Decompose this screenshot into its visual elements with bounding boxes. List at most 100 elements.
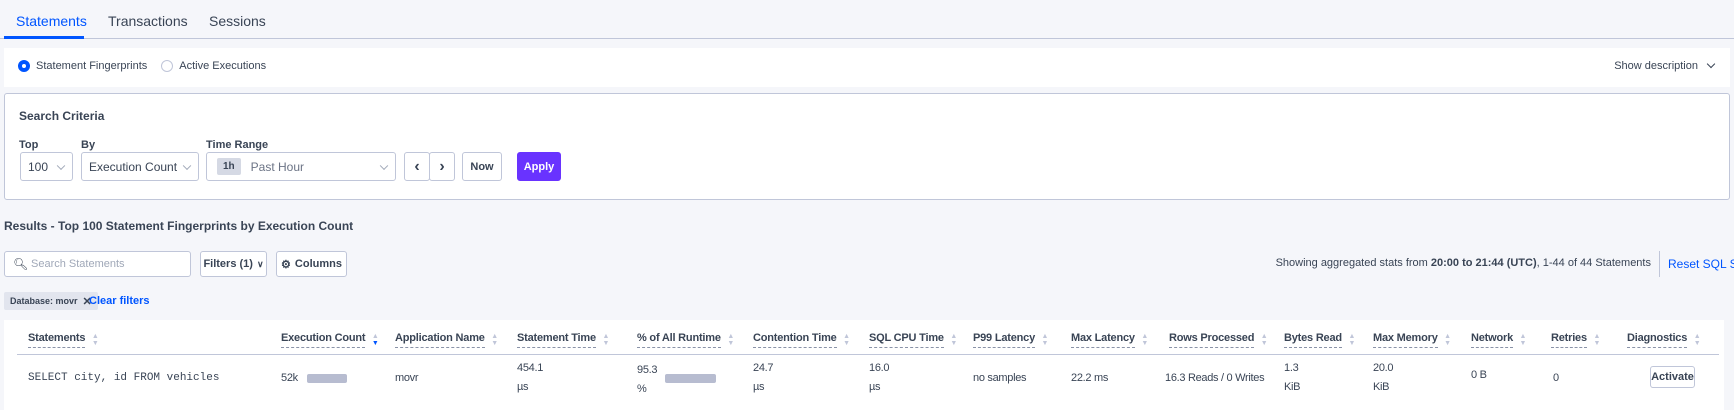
sort-icon[interactable]: ▲ ▼ (727, 333, 735, 347)
chevron-down-icon (1706, 59, 1716, 69)
sort-icon[interactable]: ▲ ▼ (1260, 333, 1268, 347)
previous-range-button[interactable]: ‹ (404, 152, 430, 181)
column-header[interactable]: Max Latency (1071, 332, 1135, 348)
chevron-down-icon: ∨ (256, 258, 264, 269)
results-title: Results - Top 100 Statement Fingerprints… (4, 219, 354, 233)
tab-statements[interactable]: Statements (16, 13, 87, 29)
sort-icon[interactable]: ▲ ▼ (1141, 333, 1149, 347)
rows-processed-cell: 16.3 Reads / 0 Writes (1165, 372, 1265, 384)
column-header[interactable]: Retries (1551, 332, 1587, 348)
execution-count-bar (307, 374, 347, 383)
by-select[interactable]: Execution Count (81, 152, 199, 181)
activate-diagnostics-button[interactable]: Activate (1650, 366, 1695, 388)
retries-cell: 0 (1553, 372, 1559, 384)
sort-icon[interactable]: ▲ ▼ (491, 333, 499, 347)
top-select[interactable]: 100 (20, 152, 73, 181)
column-header[interactable]: Rows Processed (1169, 332, 1254, 348)
column-header[interactable]: Statement Time (517, 332, 596, 348)
column-header-cell[interactable]: Contention Time ▲ ▼ (753, 332, 851, 348)
sort-icon[interactable]: ▲ ▼ (1041, 333, 1049, 347)
column-header-cell[interactable]: Retries ▲ ▼ (1551, 332, 1601, 348)
column-header-cell[interactable]: Statement Time ▲ ▼ (517, 332, 610, 348)
column-header[interactable]: Diagnostics (1627, 332, 1687, 348)
column-header[interactable]: Max Memory (1373, 332, 1438, 348)
sort-icon[interactable]: ▲ ▼ (1348, 333, 1356, 347)
search-criteria-panel: Search Criteria Top By Time Range 100 Ex… (4, 93, 1730, 200)
column-header-cell[interactable]: Max Latency ▲ ▼ (1071, 332, 1149, 348)
statement-cell[interactable]: SELECT city, id FROM vehicles (28, 372, 220, 384)
radio-active-executions[interactable] (161, 60, 174, 72)
show-description-label: Show description (1614, 60, 1698, 72)
gear-icon: ⚙ (281, 258, 291, 271)
sort-icon[interactable]: ▲ ▼ (371, 333, 379, 347)
by-label: By (81, 139, 96, 151)
sort-icon[interactable]: ▲ ▼ (91, 333, 99, 347)
clear-filters-link[interactable]: Clear filters (89, 295, 150, 307)
sort-icon[interactable]: ▲ ▼ (1693, 333, 1701, 347)
sort-icon[interactable]: ▲ ▼ (950, 333, 958, 347)
now-button[interactable]: Now (462, 152, 502, 181)
chevron-down-icon (182, 161, 192, 170)
sort-icon[interactable]: ▲ ▼ (602, 333, 610, 347)
column-header-cell[interactable]: P99 Latency ▲ ▼ (973, 332, 1049, 348)
column-header-cell[interactable]: Execution Count ▲ ▼ (281, 332, 379, 348)
cpu-unit: µs (869, 381, 881, 393)
tab-transactions[interactable]: Transactions (108, 13, 188, 29)
column-header[interactable]: Contention Time (753, 332, 837, 348)
tab-divider (0, 38, 1734, 39)
execution-count-cell: 52k (281, 372, 298, 384)
column-header-cell[interactable]: Rows Processed ▲ ▼ (1169, 332, 1268, 348)
sort-icon[interactable]: ▲ ▼ (1444, 333, 1452, 347)
column-header[interactable]: Execution Count (281, 332, 366, 348)
max-memory-value: 20.0 (1373, 362, 1394, 374)
next-range-button[interactable]: › (429, 152, 455, 181)
column-header[interactable]: Bytes Read (1284, 332, 1342, 348)
radio-statement-fingerprints[interactable] (18, 60, 30, 72)
columns-label: Columns (294, 258, 342, 270)
column-header-cell[interactable]: Statements ▲ ▼ (28, 332, 99, 348)
filters-button[interactable]: Filters (1) ∨ (200, 251, 267, 277)
column-header[interactable]: Network (1471, 332, 1513, 348)
top-label: Top (19, 139, 39, 151)
close-icon[interactable]: ✕ (82, 295, 92, 308)
network-cell: 0 B (1471, 369, 1487, 381)
filter-chip: Database: movr ✕ (4, 292, 98, 310)
column-header-cell[interactable]: % of All Runtime ▲ ▼ (637, 332, 735, 348)
statement-time-unit: µs (517, 381, 529, 393)
column-header-cell[interactable]: SQL CPU Time ▲ ▼ (869, 332, 958, 348)
columns-button[interactable]: ⚙ Columns (276, 251, 347, 277)
bytes-read-value: 1.3 (1284, 362, 1299, 374)
runtime-pct-unit: % (637, 383, 647, 395)
search-icon: 🔍︎ (13, 257, 29, 271)
sort-icon[interactable]: ▲ ▼ (843, 333, 851, 347)
radio-label[interactable]: Statement Fingerprints (36, 60, 148, 72)
column-header-cell[interactable]: Network ▲ ▼ (1471, 332, 1527, 348)
chevron-left-icon: ‹ (414, 157, 420, 175)
column-header-cell[interactable]: Diagnostics ▲ ▼ (1627, 332, 1701, 348)
column-header[interactable]: Application Name (395, 332, 485, 348)
reset-sql-stats-link[interactable]: Reset SQL Stats (1668, 257, 1734, 271)
column-header[interactable]: % of All Runtime (637, 332, 721, 348)
column-header[interactable]: SQL CPU Time (869, 332, 944, 348)
view-radio-group: Statement Fingerprints Active Executions (18, 60, 266, 72)
column-header-cell[interactable]: Max Memory ▲ ▼ (1373, 332, 1452, 348)
tab-sessions[interactable]: Sessions (209, 13, 266, 29)
search-criteria-title: Search Criteria (19, 109, 105, 123)
column-header[interactable]: P99 Latency (973, 332, 1035, 348)
column-header-cell[interactable]: Application Name ▲ ▼ (395, 332, 499, 348)
apply-button[interactable]: Apply (517, 152, 561, 181)
show-description-toggle[interactable]: Show description (1614, 59, 1716, 72)
max-latency-cell: 22.2 ms (1071, 372, 1109, 384)
column-header[interactable]: Statements (28, 332, 86, 348)
column-header-cell[interactable]: Bytes Read ▲ ▼ (1284, 332, 1356, 348)
sort-icon[interactable]: ▲ ▼ (1519, 333, 1527, 347)
divider (1659, 251, 1660, 277)
p99-cell: no samples (973, 372, 1027, 384)
time-range-select[interactable]: 1h Past Hour (206, 152, 396, 181)
search-statements-input[interactable]: 🔍︎ Search Statements (4, 251, 191, 277)
radio-label[interactable]: Active Executions (179, 60, 267, 72)
statements-table (4, 320, 1724, 410)
sort-icon[interactable]: ▲ ▼ (1593, 333, 1601, 347)
contention-value: 24.7 (753, 362, 774, 374)
bytes-read-unit: KiB (1284, 381, 1301, 393)
